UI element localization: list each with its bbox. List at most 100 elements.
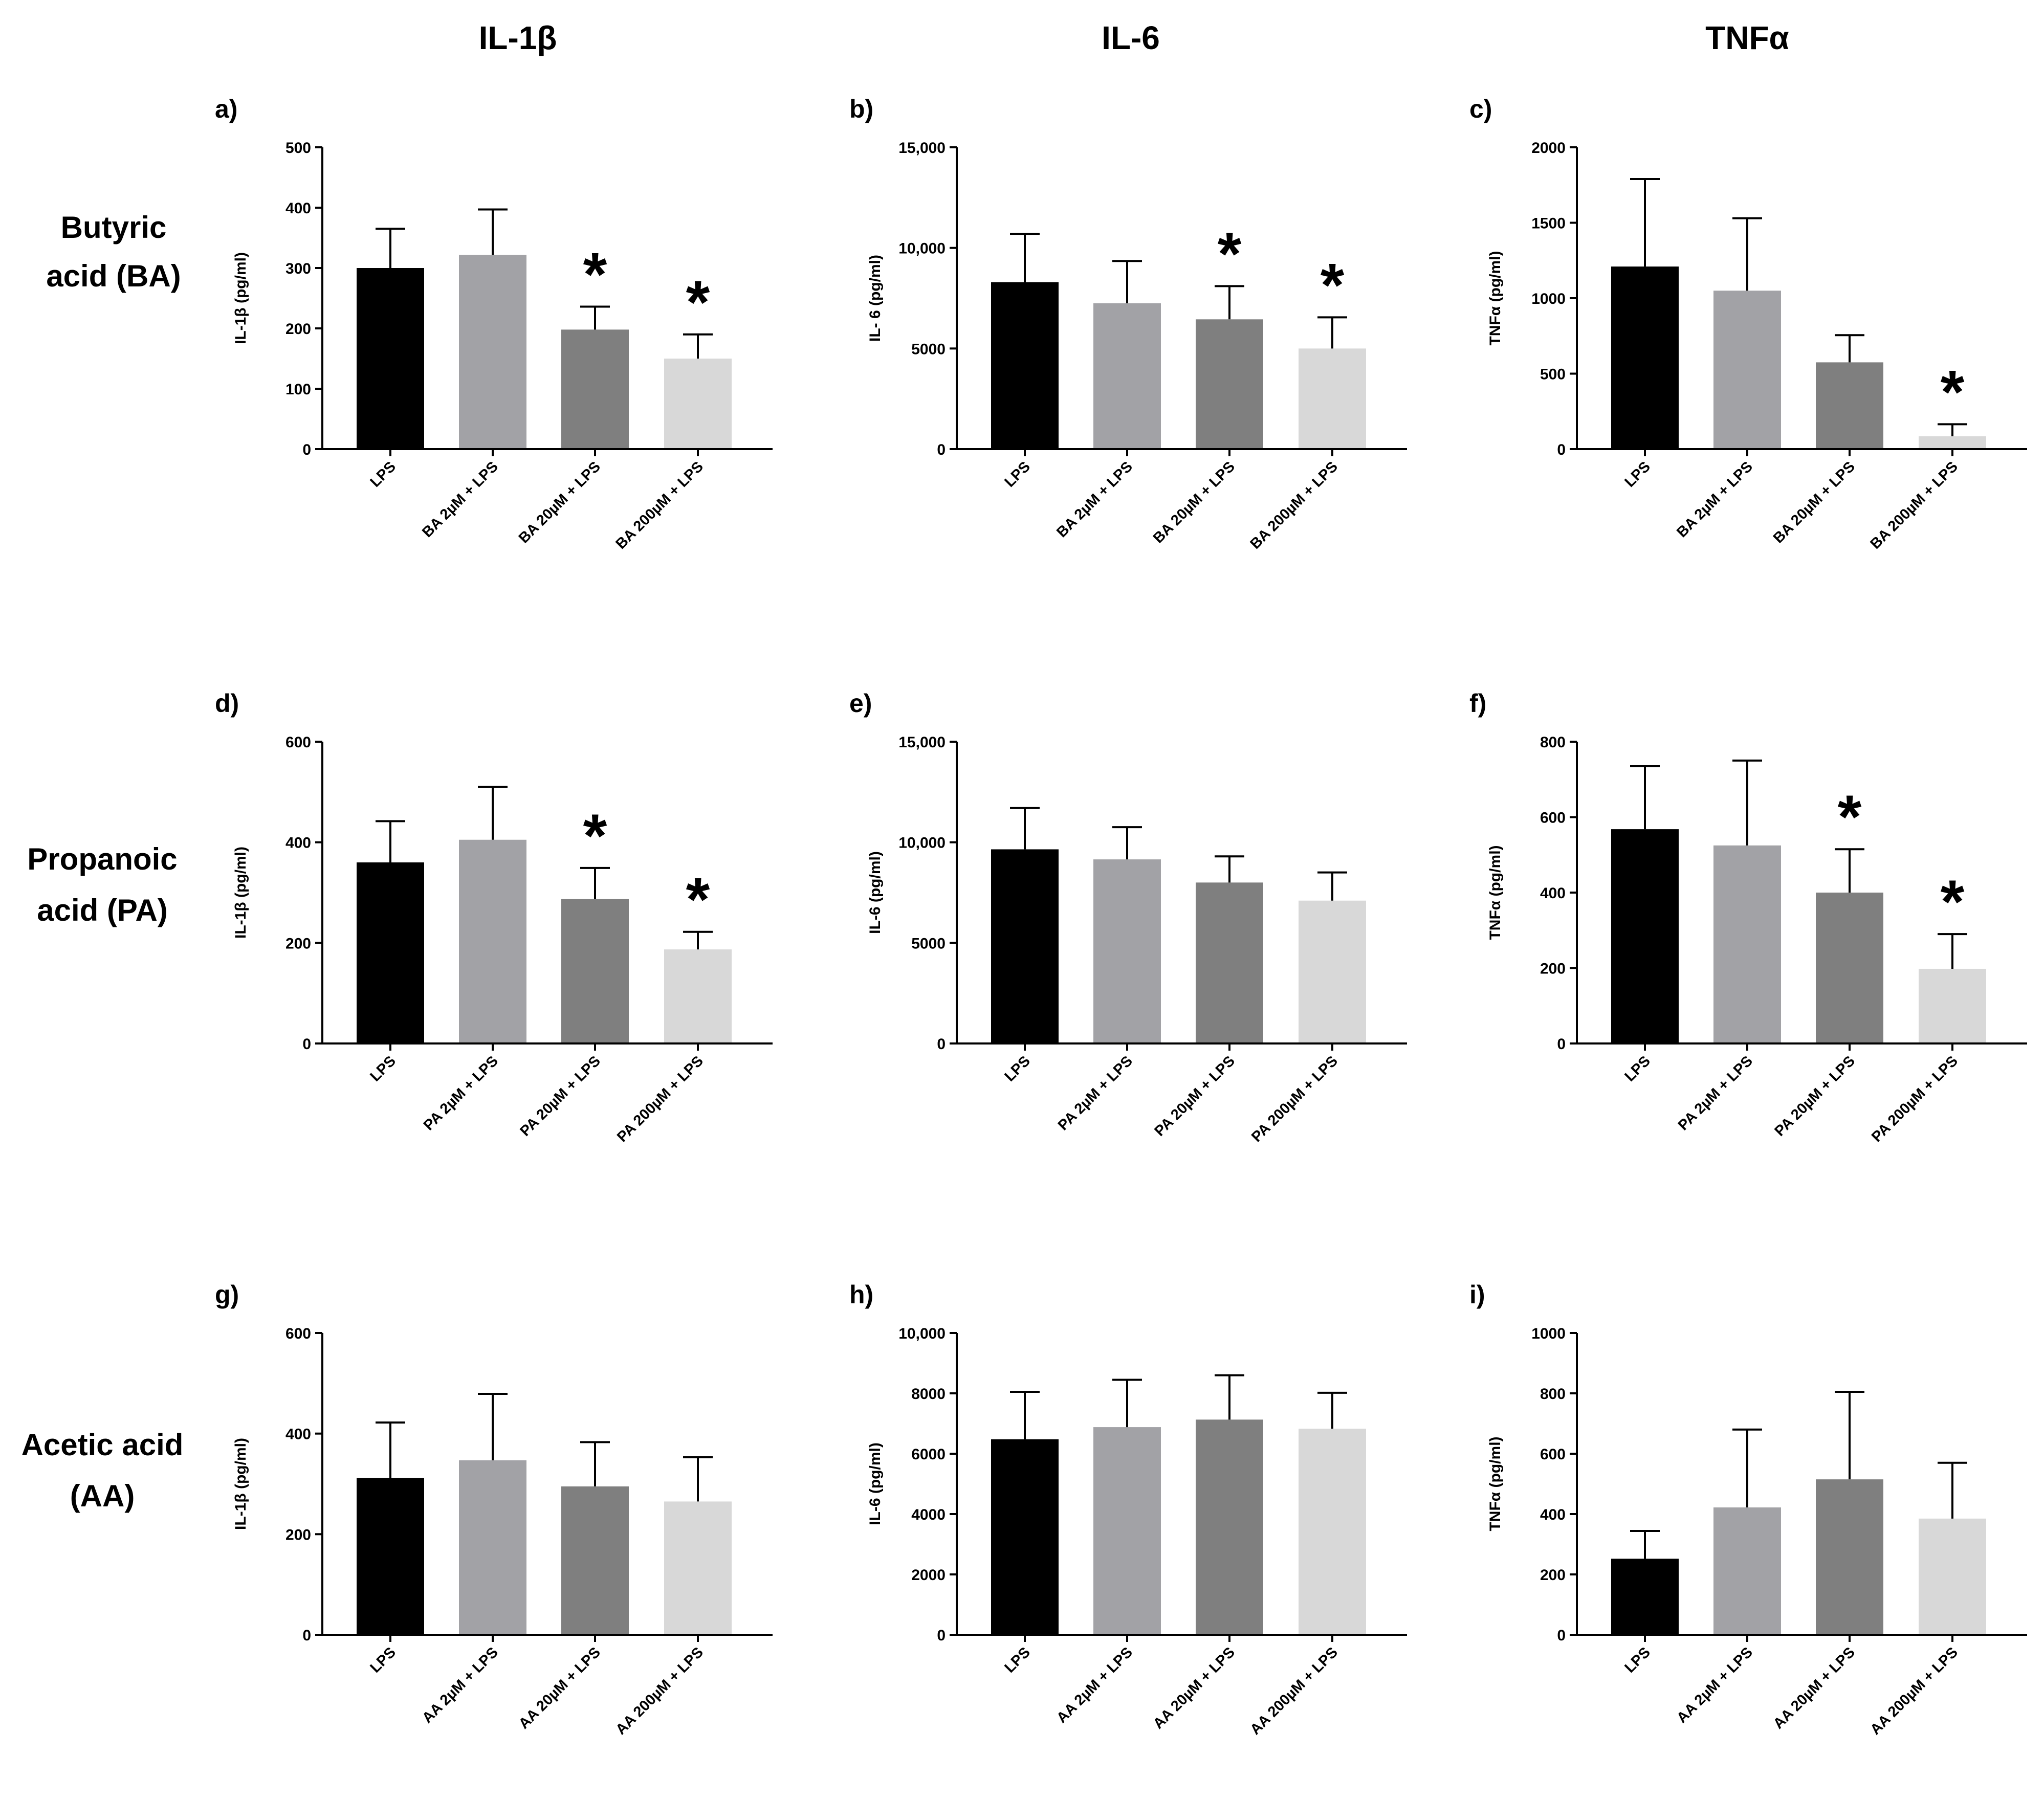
bar-a-3 (664, 359, 732, 449)
error-bar-g-2 (580, 1441, 610, 1486)
bar-c-3 (1919, 436, 1986, 449)
error-bar-g-1 (478, 1392, 508, 1460)
y-tick-label-c-2: 1000 (1531, 291, 1566, 307)
error-bar-e-1 (1112, 826, 1142, 860)
y-tick-label-g-3: 600 (285, 1325, 311, 1342)
significance-marker-c-3: * (1941, 358, 1965, 426)
y-axis-label-h: IL-6 (pg/ml) (867, 1442, 884, 1525)
bar-b-0 (991, 282, 1059, 449)
y-tick-label-i-3: 600 (1540, 1446, 1566, 1463)
significance-marker-d-2: * (583, 802, 607, 870)
bar-f-0 (1611, 829, 1679, 1043)
bar-c-2 (1816, 362, 1883, 449)
bar-b-2 (1196, 319, 1263, 449)
y-tick-label-c-3: 1500 (1531, 215, 1566, 232)
error-bar-d-2 (580, 866, 610, 899)
bar-f-3 (1919, 968, 1986, 1043)
y-axis-label-a: IL-1β (pg/ml) (232, 252, 249, 344)
error-bar-e-2 (1215, 855, 1244, 883)
y-tick-label-d-2: 400 (285, 835, 311, 852)
y-tick-label-a-4: 400 (285, 200, 311, 217)
bar-e-1 (1093, 859, 1161, 1043)
y-tick-label-h-1: 2000 (911, 1567, 946, 1584)
y-tick-label-i-1: 200 (1540, 1567, 1566, 1584)
error-bar-b-2 (1215, 285, 1244, 320)
y-tick-label-b-2: 10,000 (898, 240, 946, 257)
y-tick-label-f-1: 200 (1540, 961, 1566, 977)
error-bar-a-2 (580, 305, 610, 330)
y-axis-label-g: IL-1β (pg/ml) (232, 1438, 249, 1530)
bar-c-1 (1713, 291, 1781, 449)
y-tick-label-c-4: 2000 (1531, 140, 1566, 157)
bar-d-1 (459, 839, 526, 1043)
y-tick-label-c-0: 0 (1557, 441, 1566, 458)
y-axis-label-b: IL- 6 (pg/ml) (867, 255, 884, 342)
error-bar-f-0 (1630, 765, 1660, 830)
bar-g-0 (357, 1478, 424, 1635)
error-bar-d-1 (478, 786, 508, 840)
error-bar-e-0 (1010, 807, 1040, 850)
y-tick-label-d-3: 600 (285, 734, 311, 751)
error-bar-g-0 (376, 1421, 405, 1478)
bar-g-3 (664, 1501, 732, 1635)
y-tick-label-h-3: 6000 (911, 1446, 946, 1463)
bar-i-1 (1713, 1507, 1781, 1635)
panel-label-a: a) (215, 95, 237, 123)
y-tick-label-a-5: 500 (285, 140, 311, 157)
error-bar-e-3 (1317, 871, 1347, 901)
panel-label-g: g) (215, 1280, 239, 1309)
error-bar-g-3 (683, 1456, 713, 1502)
y-tick-label-i-4: 800 (1540, 1386, 1566, 1403)
y-tick-label-i-0: 0 (1557, 1627, 1566, 1644)
y-tick-label-d-0: 0 (302, 1036, 311, 1053)
bar-e-3 (1299, 900, 1366, 1043)
error-bar-a-1 (478, 208, 508, 255)
bar-e-0 (991, 849, 1059, 1043)
y-tick-label-f-3: 600 (1540, 810, 1566, 827)
y-tick-label-h-2: 4000 (911, 1506, 946, 1523)
bar-d-2 (561, 899, 629, 1043)
error-bar-c-0 (1630, 177, 1660, 267)
column-header-il6: IL-6 (1102, 19, 1160, 56)
panel-label-b: b) (849, 95, 873, 123)
error-bar-h-3 (1317, 1391, 1347, 1429)
y-tick-label-b-1: 5000 (911, 341, 946, 358)
error-bar-b-3 (1317, 316, 1347, 349)
significance-marker-d-3: * (686, 865, 710, 934)
panel-label-i: i) (1469, 1280, 1485, 1309)
bar-h-2 (1196, 1419, 1263, 1635)
error-bar-a-3 (683, 333, 713, 359)
significance-marker-b-2: * (1218, 219, 1242, 288)
error-bar-f-3 (1938, 933, 1967, 969)
error-bar-i-2 (1835, 1391, 1864, 1480)
y-tick-label-h-4: 8000 (911, 1386, 946, 1403)
row-label-aa-line1: Acetic acid (21, 1428, 184, 1462)
row-label-aa-line2: (AA) (70, 1479, 135, 1513)
bar-g-1 (459, 1460, 526, 1635)
column-header-il1b: IL-1β (479, 19, 557, 56)
y-tick-label-g-1: 200 (285, 1526, 311, 1543)
error-bar-f-1 (1732, 759, 1762, 846)
significance-marker-a-2: * (583, 240, 607, 309)
y-tick-label-g-2: 400 (285, 1426, 311, 1443)
error-bar-h-2 (1215, 1374, 1244, 1420)
y-tick-label-e-0: 0 (937, 1036, 946, 1053)
error-bar-i-3 (1938, 1461, 1967, 1519)
row-label-pa-line1: Propanoic (27, 842, 177, 876)
bar-h-1 (1093, 1427, 1161, 1635)
bar-i-2 (1816, 1479, 1883, 1635)
error-bar-f-2 (1835, 848, 1864, 893)
column-header-tnfa: TNFα (1705, 19, 1789, 56)
y-tick-label-h-0: 0 (937, 1627, 946, 1644)
bar-b-3 (1299, 348, 1366, 449)
y-tick-label-i-5: 1000 (1531, 1325, 1566, 1342)
panel-label-d: d) (215, 689, 239, 718)
y-tick-label-a-3: 300 (285, 260, 311, 277)
y-axis-label-e: IL-6 (pg/ml) (867, 851, 884, 934)
error-bar-i-0 (1630, 1530, 1660, 1559)
y-axis-label-d: IL-1β (pg/ml) (232, 847, 249, 939)
y-tick-label-f-2: 400 (1540, 885, 1566, 902)
y-tick-label-a-1: 100 (285, 381, 311, 398)
y-axis-label-c: TNFα (pg/ml) (1487, 251, 1504, 345)
